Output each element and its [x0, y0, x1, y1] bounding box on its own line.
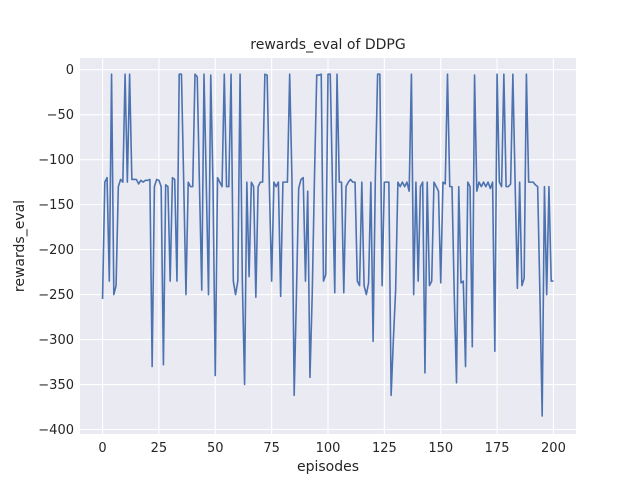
tick-labels: 0 25 50 75 100 125 150 175 200 0 −50 −100 −150 −200 −2…	[38, 63, 566, 456]
x-tick-label: 0	[98, 441, 106, 456]
chart-title: rewards_eval of DDPG	[250, 37, 405, 53]
y-tick-label: −250	[38, 288, 74, 303]
y-tick-label: −400	[38, 423, 74, 438]
y-tick-label: 0	[66, 63, 74, 78]
y-tick-label: −150	[38, 198, 74, 213]
x-tick-label: 25	[151, 441, 168, 456]
x-tick-label: 175	[485, 441, 510, 456]
x-tick-label: 150	[428, 441, 453, 456]
x-tick-label: 125	[372, 441, 397, 456]
x-tick-label: 200	[541, 441, 566, 456]
x-tick-label: 50	[207, 441, 224, 456]
y-tick-label: −300	[38, 333, 74, 348]
x-tick-label: 75	[263, 441, 280, 456]
y-tick-label: −100	[38, 153, 74, 168]
y-tick-label: −200	[38, 243, 74, 258]
y-axis-label: rewards_eval	[12, 200, 28, 292]
x-axis-label: episodes	[297, 459, 359, 475]
y-tick-label: −50	[47, 108, 74, 123]
x-tick-label: 100	[316, 441, 341, 456]
series-line	[101, 73, 554, 417]
y-tick-label: −350	[38, 378, 74, 393]
